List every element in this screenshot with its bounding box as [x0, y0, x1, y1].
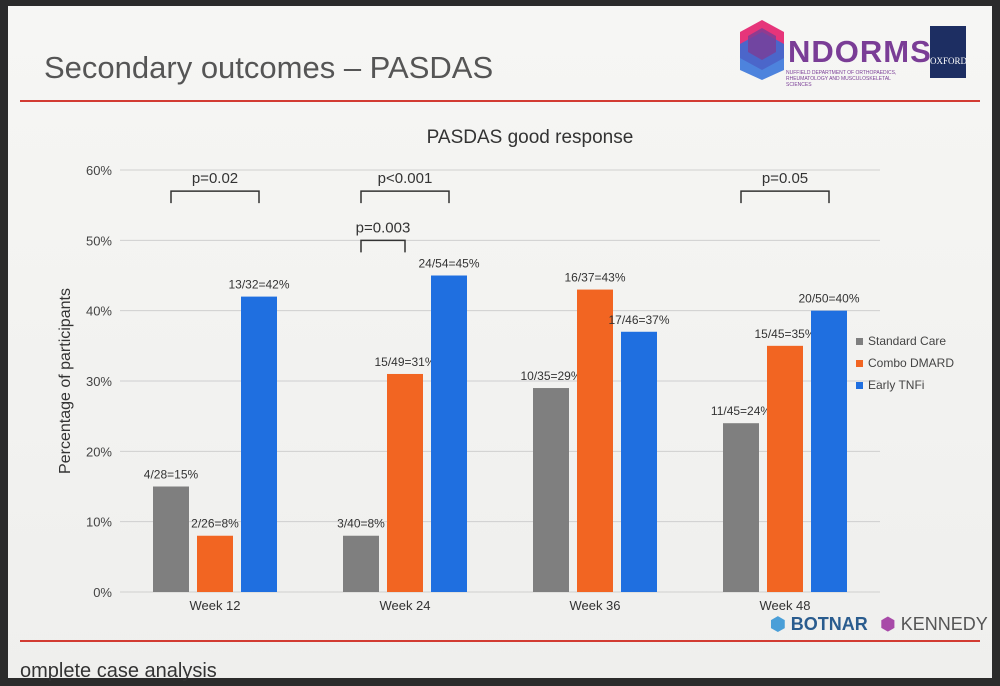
chart-title: PASDAS good response	[427, 127, 634, 148]
oxford-logo: OXFORD	[930, 26, 968, 78]
data-label: 3/40=8%	[337, 517, 385, 531]
data-label: 16/37=43%	[564, 271, 625, 285]
data-label: 15/45=35%	[754, 327, 815, 341]
bar	[197, 535, 233, 592]
y-tick-label: 0%	[93, 585, 112, 600]
y-axis-label: Percentage of participants	[57, 288, 74, 474]
footer-divider	[20, 640, 980, 642]
data-label: 20/50=40%	[798, 292, 859, 306]
legend-swatch-combo-dmard	[856, 359, 863, 367]
botnar-hex-icon: ⬢	[770, 614, 786, 634]
slide-title: Secondary outcomes – PASDAS	[44, 50, 494, 85]
kennedy-wordmark: KENNEDY	[900, 614, 988, 634]
p-value-bracket	[360, 190, 450, 204]
bar	[811, 310, 847, 592]
y-tick-label: 10%	[86, 515, 112, 530]
legend-swatch-standard-care	[856, 337, 863, 345]
data-label: 24/54=45%	[418, 257, 479, 271]
bar	[431, 275, 467, 592]
legend-item-combo-dmard: Combo DMARD	[856, 352, 954, 374]
data-label: 11/45=24%	[711, 404, 771, 418]
ndorms-subtitle: NUFFIELD DEPARTMENT OF ORTHOPAEDICS, RHE…	[786, 70, 897, 88]
ndorms-hex-icon	[740, 20, 784, 80]
bar	[723, 423, 759, 592]
y-tick-label: 40%	[86, 304, 112, 319]
data-label: 17/46=37%	[608, 313, 669, 327]
x-tick-label: Week 24	[379, 598, 430, 613]
p-value-bracket	[360, 239, 406, 253]
p-value-label: p=0.02	[192, 170, 238, 187]
x-tick-label: Week 12	[189, 598, 240, 613]
oxford-wordmark: OXFORD	[930, 56, 968, 66]
bar	[343, 535, 379, 592]
ndorms-logo: NDORMS NUFFIELD DEPARTMENT OF ORTHOPAEDI…	[732, 12, 970, 94]
title-divider	[20, 100, 980, 102]
data-label: 13/32=42%	[228, 278, 289, 292]
x-tick-label: Week 48	[759, 598, 810, 613]
legend-item-early-tnfi: Early TNFi	[856, 374, 954, 396]
bar	[767, 345, 803, 592]
y-tick-label: 30%	[86, 374, 112, 389]
kennedy-logo: ⬢ KENNEDY	[880, 614, 988, 635]
data-label: 10/35=29%	[520, 369, 581, 383]
legend-label-combo-dmard: Combo DMARD	[868, 356, 955, 370]
bar	[241, 296, 277, 592]
data-label: 15/49=31%	[374, 355, 435, 369]
x-tick-label: Week 36	[569, 598, 620, 613]
bar	[621, 331, 657, 592]
botnar-logo: ⬢ BOTNAR	[770, 614, 868, 635]
p-value-bracket	[170, 190, 260, 204]
legend-item-standard-care: Standard Care	[856, 330, 954, 352]
footer-note: omplete case analysis	[20, 660, 217, 682]
botnar-wordmark: BOTNAR	[790, 614, 868, 634]
chart-legend: Standard Care Combo DMARD Early TNFi	[856, 330, 954, 396]
bar	[533, 388, 569, 592]
p-value-label: p=0.05	[762, 170, 808, 187]
y-tick-label: 20%	[86, 444, 112, 459]
data-label: 4/28=15%	[144, 468, 199, 482]
ndorms-wordmark: NDORMS	[788, 34, 932, 69]
bar	[153, 486, 189, 592]
p-value-label: p=0.003	[356, 219, 411, 236]
bar	[387, 373, 423, 592]
legend-swatch-early-tnfi	[856, 381, 863, 389]
p-value-label: p<0.001	[378, 170, 433, 187]
bar	[577, 289, 613, 592]
legend-label-standard-care: Standard Care	[868, 334, 947, 348]
y-tick-label: 50%	[86, 233, 112, 248]
p-value-bracket	[740, 190, 830, 204]
kennedy-hex-icon: ⬢	[880, 614, 896, 634]
legend-label-early-tnfi: Early TNFi	[868, 378, 925, 392]
y-tick-label: 60%	[86, 163, 112, 178]
data-label: 2/26=8%	[191, 517, 239, 531]
